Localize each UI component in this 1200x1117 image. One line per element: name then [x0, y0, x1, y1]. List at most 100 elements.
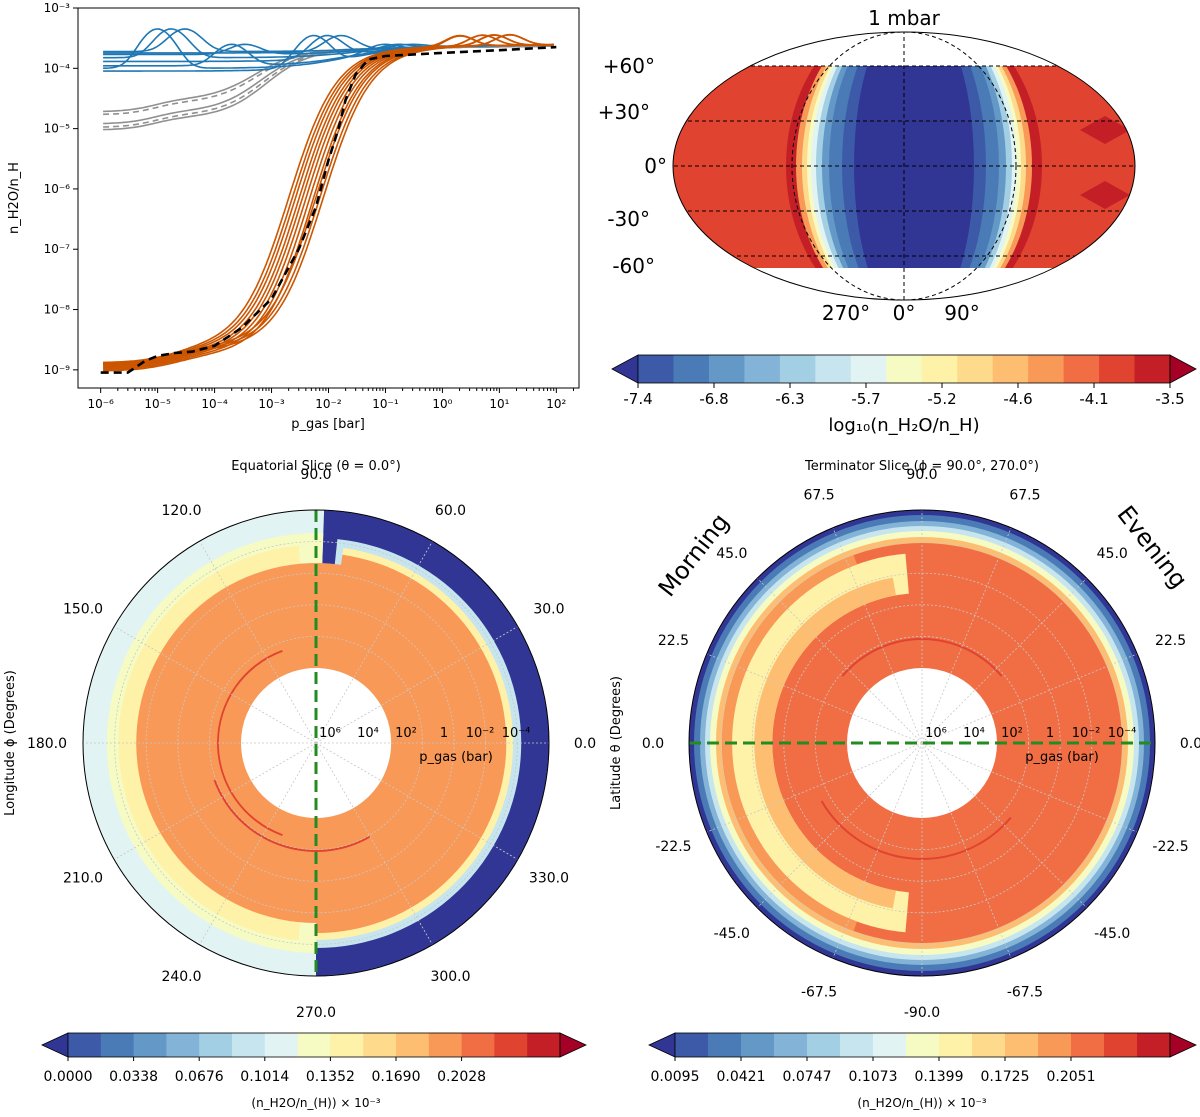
terminator-colorbar-swatch	[741, 1033, 775, 1057]
map-colorbar-swatch	[1099, 355, 1136, 383]
terminator-colorbar-tick-label: 0.1073	[849, 1069, 898, 1085]
equatorial-colorbar-label: (n_H2O/n_(H)) × 10⁻³	[251, 1096, 380, 1110]
equatorial-radial-label: 10⁶	[319, 726, 341, 741]
profile-y-label: n_H2O/n_H	[7, 162, 22, 234]
nightside-profile	[103, 33, 554, 365]
mean-profile	[100, 45, 557, 374]
equatorial-colorbar-frame	[67, 1032, 561, 1058]
terminator-colorbar-swatch	[1071, 1033, 1105, 1057]
x-tick-label: 10¹	[489, 397, 509, 411]
terminator-slice-panel: Terminator Slice (ϕ = 90.0°, 270.0°) 90.…	[609, 459, 1200, 1110]
map-lat-label: 0°	[644, 154, 667, 178]
map-lat-label: -60°	[612, 254, 655, 278]
profile-lines	[100, 28, 557, 374]
nightside-band	[136, 563, 348, 923]
terminator-colorbar-swatch	[1137, 1033, 1171, 1057]
equatorial-colorbar-tick-label: 0.1352	[306, 1069, 355, 1085]
terminator-colorbar-swatch	[1005, 1033, 1039, 1057]
map-colorbar-tick-label: -7.4	[623, 390, 652, 408]
map-colorbar-tick-label: -5.2	[927, 390, 956, 408]
map-colorbar-tick-label: -5.7	[851, 390, 880, 408]
terminator-angle-label: 22.5	[1155, 633, 1186, 649]
equatorial-angle-label: 300.0	[430, 969, 470, 985]
equatorial-colorbar-swatch	[363, 1033, 397, 1057]
map-colorbar-extend-high	[1169, 354, 1197, 384]
equatorial-angle-label: 150.0	[63, 602, 103, 618]
equatorial-angle-label: 0.0	[574, 736, 596, 752]
map-colorbar-swatch	[850, 355, 887, 383]
terminator-angle-label: 67.5	[803, 487, 834, 503]
map-title: 1 mbar	[868, 6, 941, 30]
y-tick-label: 10⁻³	[44, 1, 71, 15]
morning-crescent	[722, 555, 857, 931]
map-lon-label: 0°	[893, 301, 916, 325]
equatorial-colorbar-swatch	[199, 1033, 233, 1057]
terminator-angle-label: -67.5	[1007, 985, 1043, 1001]
equatorial-colorbar-swatch	[396, 1033, 430, 1057]
equatorial-radial-label: 1	[440, 726, 448, 741]
map-hot-patch	[1080, 116, 1130, 144]
terminator-angle-label: 67.5	[1009, 487, 1040, 503]
terminator-colorbar-swatch	[906, 1033, 940, 1057]
terminator-angle-label: -67.5	[801, 985, 837, 1001]
terminator-radial-label: 10⁶	[925, 726, 947, 741]
map-colorbar-tick-label: -4.1	[1079, 390, 1108, 408]
terminator-colorbar-swatch	[1038, 1033, 1072, 1057]
terminator-profile	[103, 45, 554, 125]
terminator-colorbar-frame	[674, 1032, 1171, 1058]
equatorial-radial-label: 10⁻⁴	[502, 726, 531, 741]
terminator-grid-spoke	[921, 742, 1088, 909]
equatorial-angle-label: 120.0	[161, 503, 201, 519]
equatorial-title: Equatorial Slice (θ = 0.0°)	[231, 459, 401, 474]
equatorial-grid-spoke	[199, 541, 317, 744]
equatorial-colorbar-swatch	[461, 1033, 495, 1057]
equatorial-colorbar-swatch	[297, 1033, 331, 1057]
equatorial-grid-spoke	[315, 742, 518, 860]
terminator-angle-label: 0.0	[642, 736, 664, 752]
terminator-y-label: Latitude θ (Degrees)	[609, 676, 624, 810]
map-colorbar-swatch	[921, 355, 958, 383]
terminator-title: Terminator Slice (ϕ = 90.0°, 270.0°)	[804, 459, 1039, 474]
terminator-colorbar-tick-label: 0.1725	[981, 1069, 1030, 1085]
map-colorbar-swatch	[1134, 355, 1171, 383]
y-tick-label: 10⁻⁹	[44, 363, 71, 377]
equatorial-grid-spoke	[315, 541, 433, 744]
terminator-grid-spoke	[832, 527, 923, 744]
terminator-colorbar-tick-label: 0.1399	[915, 1069, 964, 1085]
terminator-grid-spoke	[921, 742, 1138, 833]
terminator-profile	[103, 45, 554, 131]
map-colorbar-extend-low	[611, 354, 639, 384]
terminator-angle-label: -45.0	[714, 926, 750, 942]
terminator-grid-spoke	[706, 742, 923, 833]
equatorial-angle-label: 330.0	[529, 871, 569, 887]
equatorial-angle-labels: 90.0 60.0 30.0 0.0 330.0 300.0 270.0 240.0 210.0…	[27, 467, 596, 1021]
equatorial-radial-label: 10⁻²	[466, 726, 495, 741]
terminator-colorbar-swatch	[873, 1033, 907, 1057]
profile-panel: 10⁻⁶ 10⁻⁵ 10⁻⁴ 10⁻³ 10⁻² 10⁻¹ 10⁰ 10¹ 10² 10⁻⁹10…	[7, 1, 580, 432]
equatorial-grid-spoke	[315, 626, 518, 744]
map-panel: 1 mbar +60°+30°0°-30°-60°270° 0° 90° -7.4-…	[598, 6, 1197, 436]
morning-crescent	[731, 553, 909, 933]
equatorial-angle-label: 90.0	[300, 467, 331, 483]
equatorial-outline	[82, 509, 550, 977]
terminator-grid-spoke	[921, 527, 1012, 744]
equatorial-colorbar-extend-high	[559, 1032, 587, 1058]
x-tick-label: 10⁻⁵	[144, 397, 171, 411]
terminator-angle-label: 45.0	[716, 546, 747, 562]
terminator-grid-ring	[815, 636, 1030, 851]
equatorial-colorbar-swatch	[133, 1033, 167, 1057]
equatorial-colorbar-swatch	[166, 1033, 200, 1057]
equatorial-colorbar: 0.0000 0.0338 0.0676 0.1014 0.1352 0.1690 0.20…	[41, 1032, 587, 1085]
nightside-profile	[103, 33, 554, 369]
map-colorbar: -7.4 -6.8 -6.3 -5.7 -5.2 -4.6 -4.1 -3.5	[611, 354, 1197, 408]
x-tick-label: 10⁻¹	[372, 397, 399, 411]
nightside-profile	[103, 33, 554, 365]
map-colorbar-swatch	[1063, 355, 1100, 383]
map-colorbar-label: log₁₀(n_H₂O/n_H)	[828, 415, 979, 436]
nightside-profile	[103, 34, 555, 371]
terminator-angle-label: 0.0	[1180, 736, 1200, 752]
terminator-colorbar-swatch	[840, 1033, 874, 1057]
equatorial-angle-label: 180.0	[27, 736, 67, 752]
map-colorbar-frame	[637, 354, 1171, 384]
equatorial-colorbar-swatch	[100, 1033, 135, 1057]
